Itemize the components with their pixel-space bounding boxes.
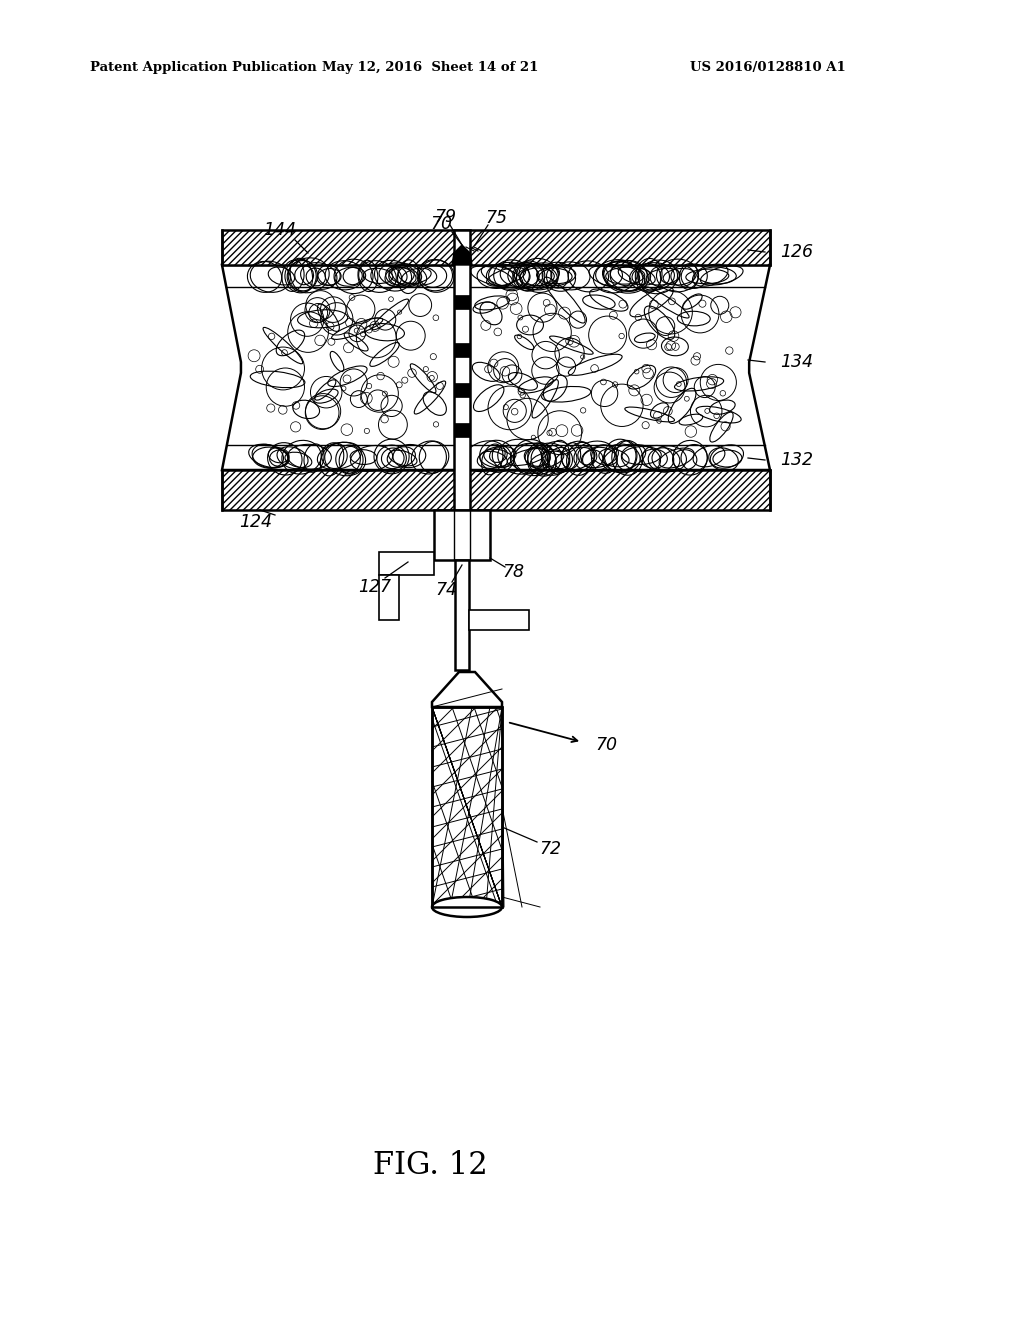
Text: 134: 134 — [780, 352, 813, 371]
Polygon shape — [222, 470, 770, 510]
Bar — [379, 576, 399, 620]
Text: 79: 79 — [434, 209, 456, 226]
Bar — [454, 343, 470, 356]
Text: 126: 126 — [780, 243, 813, 261]
Text: 70: 70 — [595, 737, 617, 754]
Bar — [454, 422, 470, 437]
Bar — [434, 510, 490, 560]
Bar — [454, 383, 470, 397]
Text: 127: 127 — [358, 578, 391, 597]
Text: 70: 70 — [430, 215, 452, 234]
Text: Patent Application Publication: Patent Application Publication — [90, 61, 316, 74]
Bar — [454, 294, 470, 309]
Polygon shape — [452, 246, 472, 265]
Text: 72: 72 — [539, 840, 561, 858]
Polygon shape — [222, 230, 770, 265]
Bar — [379, 552, 434, 576]
Text: 74: 74 — [435, 581, 457, 599]
Bar — [432, 708, 502, 907]
Polygon shape — [432, 672, 502, 708]
Text: 75: 75 — [485, 209, 507, 227]
Bar — [432, 708, 502, 907]
Text: US 2016/0128810 A1: US 2016/0128810 A1 — [690, 61, 846, 74]
Text: 124: 124 — [240, 513, 272, 531]
Bar — [469, 610, 529, 630]
Text: 78: 78 — [502, 564, 524, 581]
Text: 144: 144 — [263, 220, 297, 239]
Bar — [454, 230, 470, 510]
Text: May 12, 2016  Sheet 14 of 21: May 12, 2016 Sheet 14 of 21 — [322, 61, 539, 74]
Polygon shape — [222, 265, 770, 470]
Text: FIG. 12: FIG. 12 — [373, 1150, 487, 1180]
Text: 132: 132 — [780, 451, 813, 469]
Ellipse shape — [432, 898, 502, 917]
Bar — [455, 560, 469, 671]
